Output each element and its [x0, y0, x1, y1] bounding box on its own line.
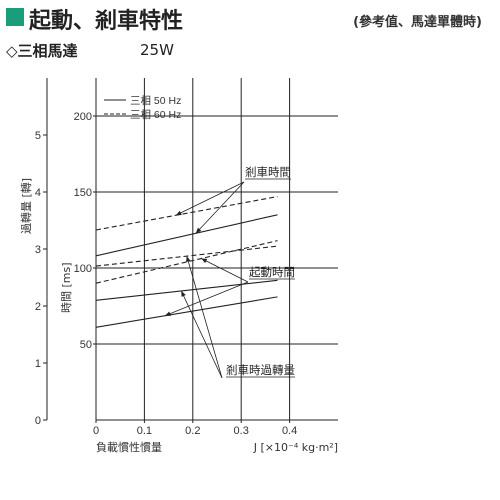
turns-tick-label: 1 [35, 358, 41, 370]
series-line-2 [95, 296, 278, 328]
header: 起動、剎車特性 (參考值、馬達單體時) [0, 0, 500, 36]
series-line-3 [95, 240, 278, 284]
x-tick-label: 0.4 [282, 425, 297, 437]
callout-leader [180, 290, 223, 379]
x-axis-title: 負載慣性慣量 [96, 440, 162, 454]
time-tick-label: 150 [74, 187, 92, 199]
motor-power: 25W [140, 41, 174, 59]
callout-leader [201, 258, 249, 283]
turns-tick-label: 2 [35, 301, 41, 313]
time-tick-label: 100 [74, 263, 92, 275]
turns-axis-title: 過轉量 [轉] [20, 178, 33, 234]
series-line-4 [95, 279, 278, 301]
x-axis-unit: J [×10⁻⁴ kg·m²] [253, 441, 338, 454]
legend-label: 三相 60 Hz [130, 108, 181, 121]
page-title: 起動、剎車特性 [29, 9, 184, 34]
callout-arrowhead [175, 210, 182, 216]
callout-arrowhead [181, 290, 186, 297]
x-tick-label: 0.1 [137, 425, 152, 437]
time-tick-label: 200 [74, 111, 92, 123]
subheader: ◇三相馬達 [6, 40, 78, 61]
x-tick-label: 0.3 [234, 425, 249, 437]
callout-arrowhead [164, 311, 171, 316]
callout-label: 剎車時間 [245, 165, 291, 179]
header-note: (參考值、馬達單體時) [353, 15, 482, 30]
callout-arrowhead [201, 258, 208, 264]
x-tick-label: 0.2 [185, 425, 200, 437]
callout-leader [186, 256, 223, 379]
turns-tick-label: 3 [35, 244, 41, 256]
legend-label: 三相 50 Hz [130, 94, 181, 107]
callout-label: 剎車時過轉量 [226, 363, 295, 377]
turns-tick-label: 4 [35, 187, 41, 199]
diamond-icon: ◇ [6, 42, 18, 60]
callout-arrowhead [195, 227, 202, 234]
turns-tick-label: 5 [35, 130, 41, 142]
callout-label: 起動時間 [249, 265, 295, 279]
header-square-icon [6, 8, 24, 26]
x-tick-label: 0 [93, 425, 99, 437]
time-axis-title: 時間 [ms] [60, 262, 73, 313]
turns-tick-label: 0 [35, 415, 41, 427]
callout-leader [175, 181, 245, 216]
callout-arrowhead [186, 256, 191, 263]
time-tick-label: 50 [80, 339, 92, 351]
motor-type-label: 三相馬達 [17, 42, 78, 60]
series-line-1 [95, 196, 278, 231]
callout-leader [164, 281, 249, 317]
callout-leader [195, 181, 245, 234]
series-line-0 [95, 214, 278, 257]
